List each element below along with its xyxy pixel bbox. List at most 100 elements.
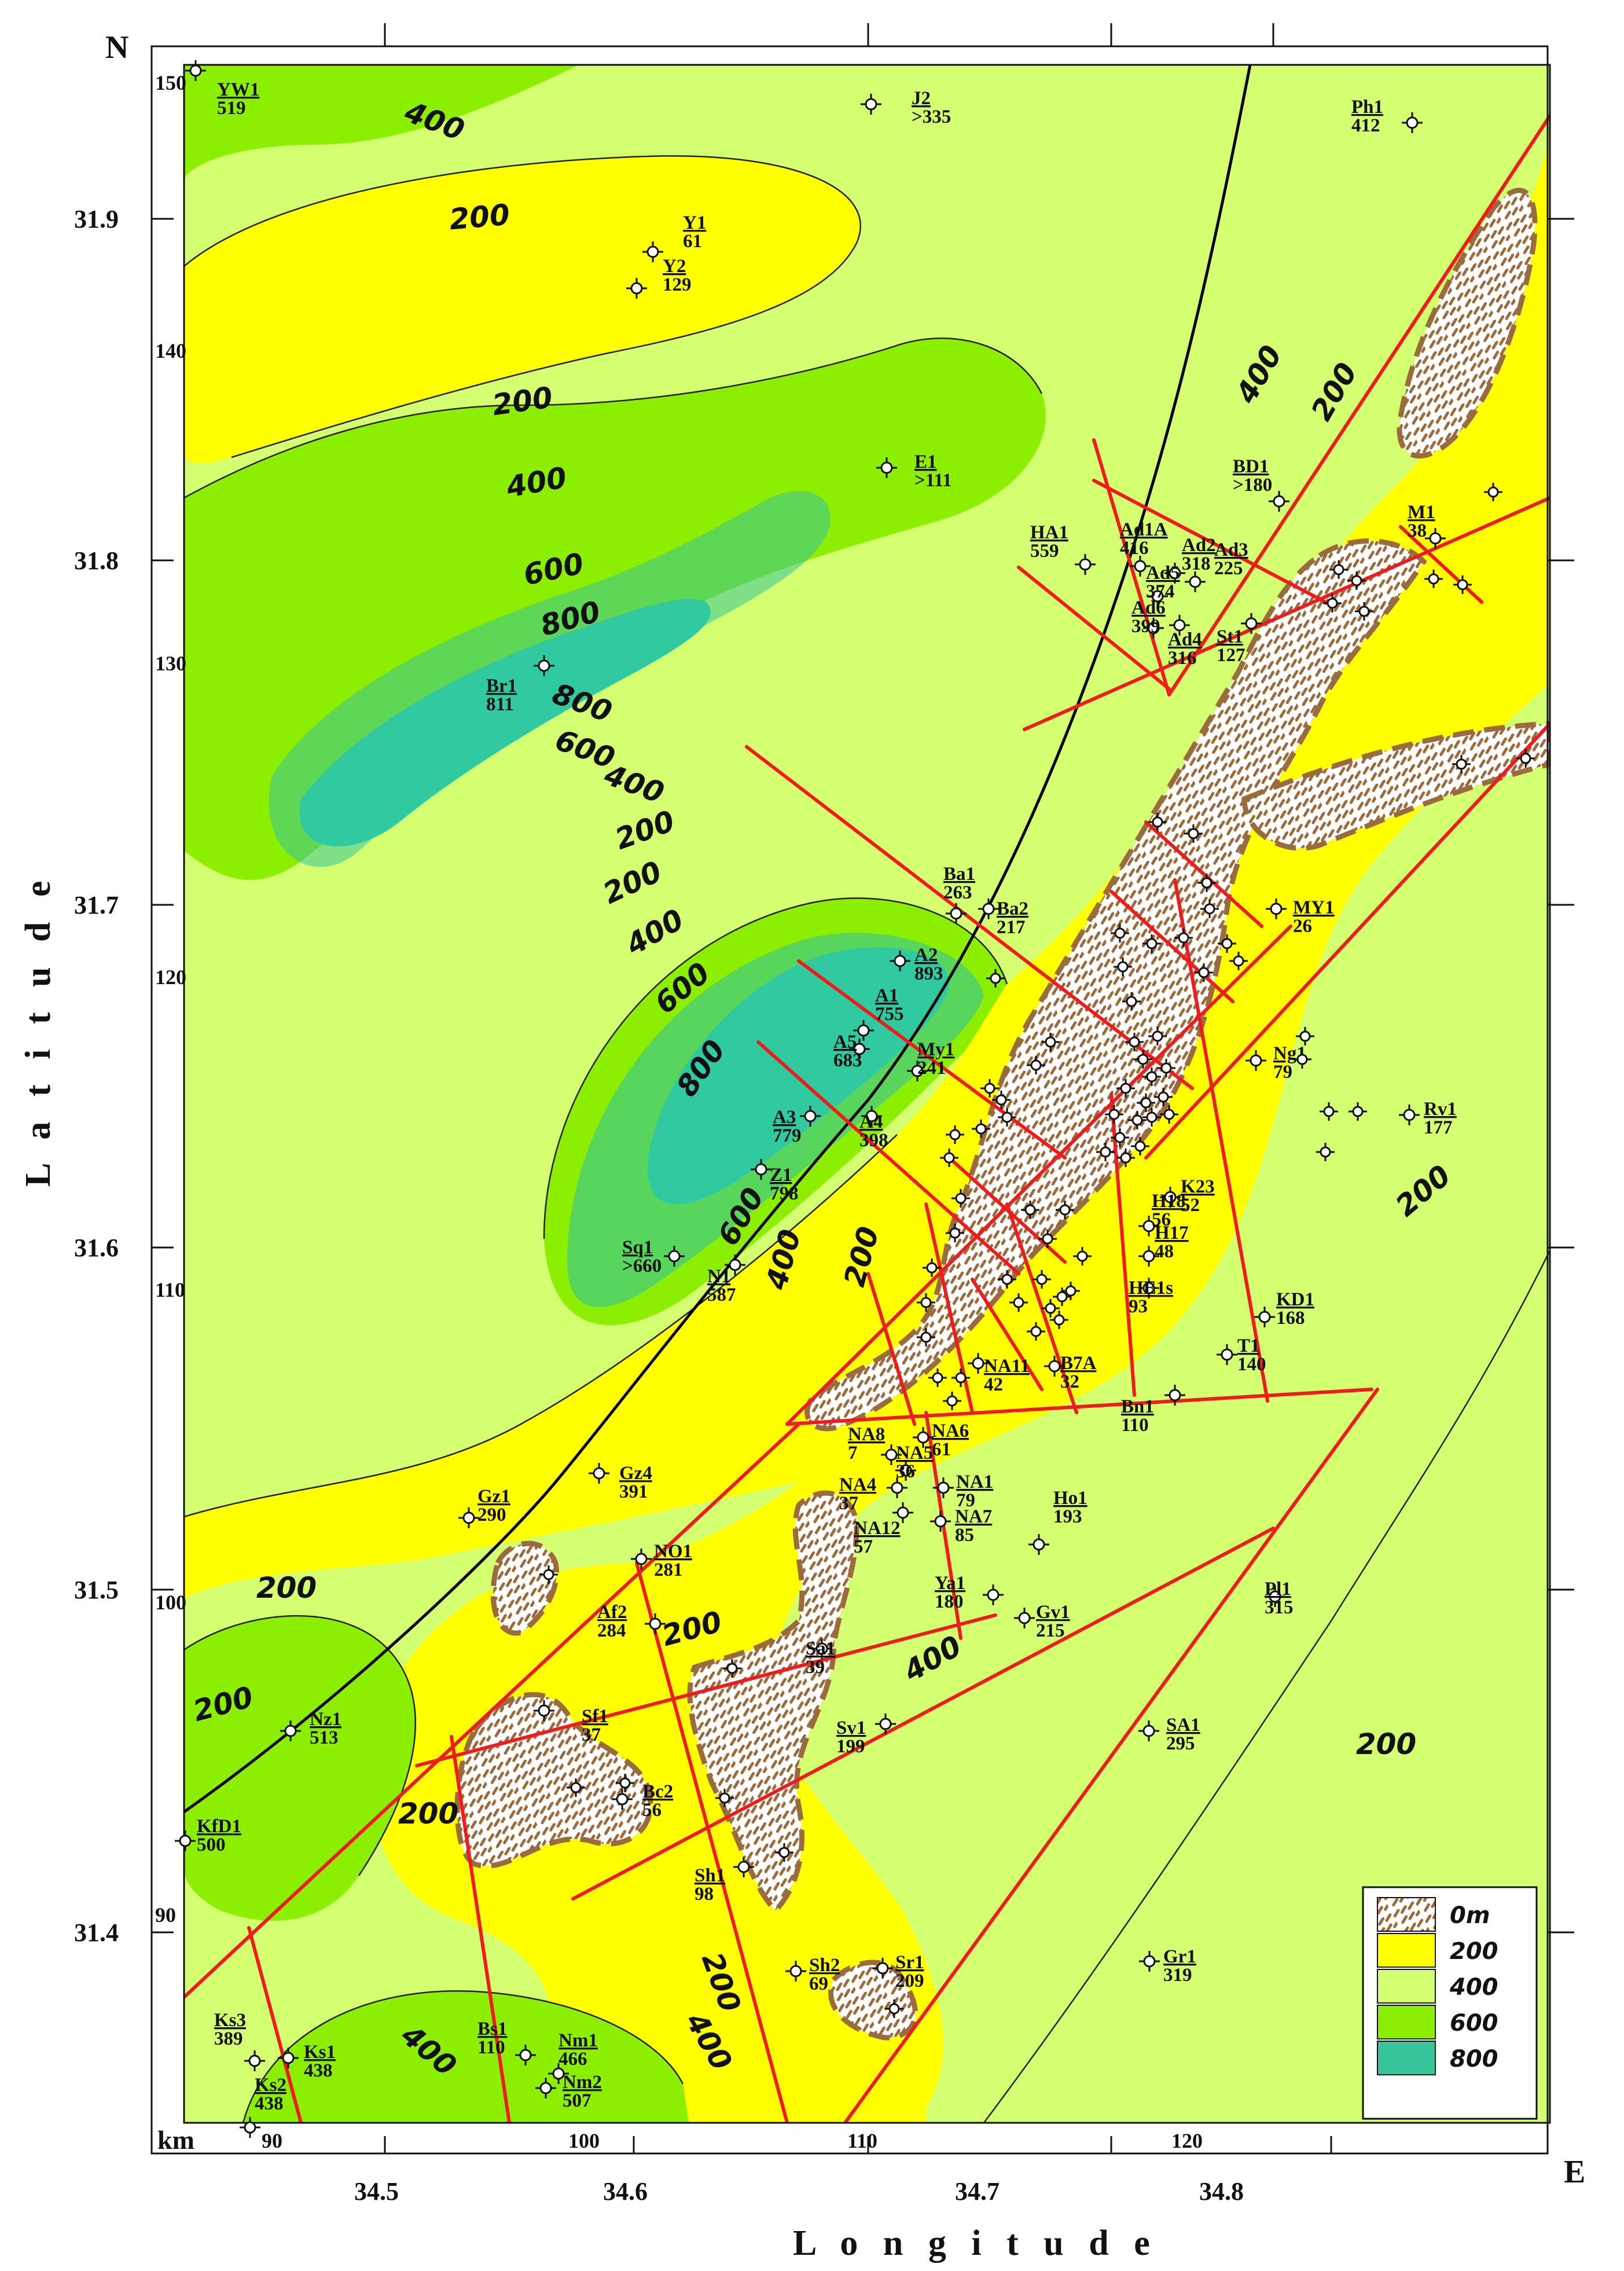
- well[interactable]: [1105, 1105, 1123, 1124]
- well[interactable]: [1347, 571, 1366, 590]
- well[interactable]: [986, 969, 1005, 988]
- well[interactable]: [567, 1778, 585, 1797]
- well[interactable]: [943, 1392, 961, 1410]
- well[interactable]: [539, 1565, 558, 1584]
- well[interactable]: [1041, 1033, 1060, 1051]
- well[interactable]: E1>111: [876, 452, 952, 491]
- well[interactable]: [1111, 924, 1129, 942]
- well[interactable]: [992, 1091, 1011, 1109]
- well[interactable]: [723, 1659, 741, 1678]
- well[interactable]: [1128, 1111, 1147, 1129]
- well[interactable]: [946, 1125, 964, 1144]
- well[interactable]: [1073, 1247, 1092, 1265]
- well[interactable]: [1061, 1282, 1080, 1300]
- well[interactable]: [1134, 1050, 1152, 1069]
- well[interactable]: [1484, 483, 1502, 501]
- well[interactable]: [1111, 1128, 1129, 1147]
- well[interactable]: [1157, 1059, 1175, 1077]
- well[interactable]: [917, 1293, 935, 1312]
- well[interactable]: [775, 1843, 793, 1862]
- well[interactable]: [1293, 1050, 1311, 1069]
- well[interactable]: [1148, 1027, 1167, 1045]
- well[interactable]: [1137, 1094, 1155, 1112]
- well[interactable]: [1050, 1311, 1068, 1329]
- well[interactable]: [1174, 929, 1193, 947]
- well[interactable]: [1329, 560, 1348, 579]
- well[interactable]: [1096, 1143, 1115, 1161]
- well[interactable]: [998, 1270, 1016, 1289]
- well[interactable]: BD1>180: [1233, 456, 1289, 512]
- well[interactable]: [1323, 594, 1342, 612]
- well[interactable]: [1452, 755, 1471, 773]
- well[interactable]: [1041, 1299, 1060, 1318]
- well[interactable]: [1033, 1270, 1051, 1289]
- well[interactable]: [1142, 1067, 1161, 1086]
- well[interactable]: [1142, 1108, 1161, 1127]
- well[interactable]: [1027, 1322, 1045, 1341]
- well[interactable]: [885, 1999, 903, 2018]
- well[interactable]: [1516, 749, 1535, 768]
- well[interactable]: [1424, 570, 1443, 588]
- well[interactable]: [1116, 1149, 1135, 1167]
- well[interactable]: [1296, 1027, 1314, 1045]
- well[interactable]: [1200, 900, 1219, 918]
- well[interactable]: [1320, 1102, 1338, 1121]
- well[interactable]: [1027, 1056, 1045, 1074]
- well[interactable]: [980, 1079, 999, 1098]
- well[interactable]: [1218, 934, 1236, 953]
- well[interactable]: [1131, 1137, 1149, 1155]
- well[interactable]: [951, 1369, 970, 1387]
- well[interactable]: [1053, 1287, 1071, 1306]
- well[interactable]: [917, 1328, 935, 1347]
- well[interactable]: [1114, 957, 1132, 976]
- well[interactable]: [951, 1189, 970, 1208]
- well[interactable]: [1184, 824, 1203, 843]
